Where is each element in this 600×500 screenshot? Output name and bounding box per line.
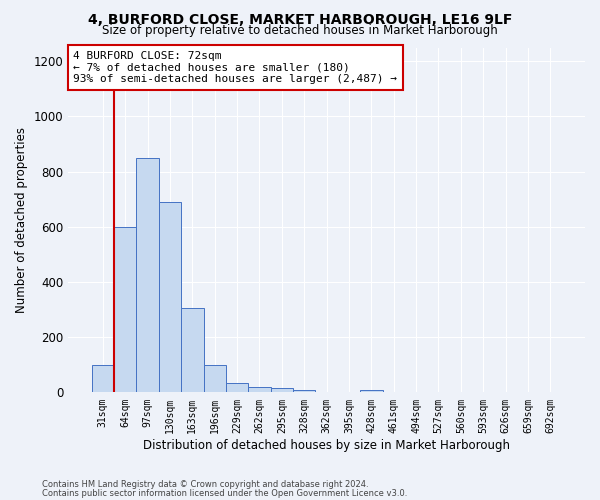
Text: Contains HM Land Registry data © Crown copyright and database right 2024.: Contains HM Land Registry data © Crown c… [42, 480, 368, 489]
Bar [293, 390, 316, 392]
Bar [114, 227, 136, 392]
Bar [159, 202, 181, 392]
Bar [181, 308, 203, 392]
Text: 4 BURFORD CLOSE: 72sqm
← 7% of detached houses are smaller (180)
93% of semi-det: 4 BURFORD CLOSE: 72sqm ← 7% of detached … [73, 51, 397, 84]
Bar [360, 390, 383, 392]
Bar [248, 387, 271, 392]
Text: Size of property relative to detached houses in Market Harborough: Size of property relative to detached ho… [102, 24, 498, 37]
Bar [92, 365, 114, 392]
Y-axis label: Number of detached properties: Number of detached properties [15, 127, 28, 313]
Text: 4, BURFORD CLOSE, MARKET HARBOROUGH, LE16 9LF: 4, BURFORD CLOSE, MARKET HARBOROUGH, LE1… [88, 12, 512, 26]
Bar [226, 384, 248, 392]
Bar [136, 158, 159, 392]
X-axis label: Distribution of detached houses by size in Market Harborough: Distribution of detached houses by size … [143, 440, 510, 452]
Text: Contains public sector information licensed under the Open Government Licence v3: Contains public sector information licen… [42, 489, 407, 498]
Bar [271, 388, 293, 392]
Bar [203, 365, 226, 392]
